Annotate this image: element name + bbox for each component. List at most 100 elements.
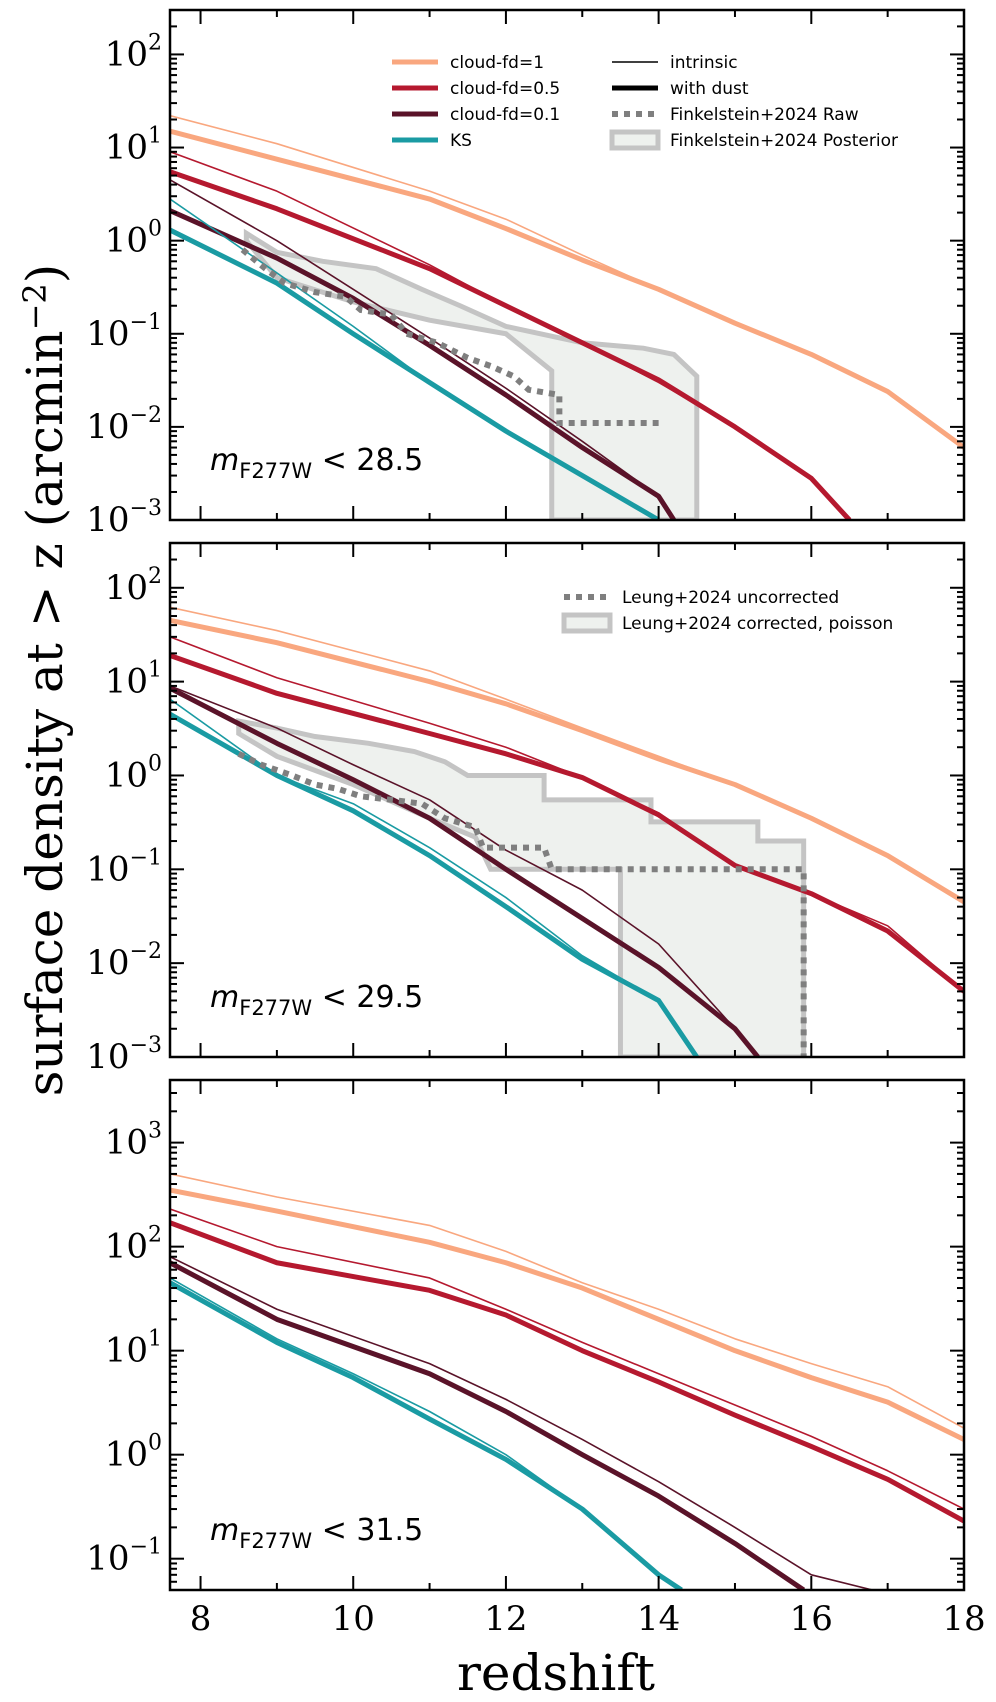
y-tick-label: 102: [105, 564, 162, 608]
legend-item-label: Leung+2024 uncorrected: [622, 588, 839, 608]
y-tick-exponent: 2: [148, 1223, 162, 1248]
legend-item-label: KS: [450, 131, 472, 151]
x-tick-label: 18: [942, 1599, 985, 1639]
y-tick-base: 10: [105, 34, 148, 74]
y-tick-exponent: 0: [148, 217, 162, 242]
legend-item-label: cloud-fd=0.1: [450, 105, 560, 125]
legend-item: Finkelstein+2024 Posterior: [609, 129, 898, 151]
series-line-cloud-fd-01-intrinsic: [170, 1256, 873, 1590]
legend-item: Leung+2024 corrected, poisson: [561, 612, 893, 634]
y-tick-base: 10: [105, 221, 148, 261]
series-line-cloud-fd-01-intrinsic: [170, 685, 759, 1057]
y-tick-base: 10: [86, 1539, 129, 1579]
y-tick-label: 10−2: [86, 403, 162, 447]
obs-dotted-line: [240, 247, 659, 427]
legend-item: cloud-fd=0.1: [392, 105, 560, 125]
y-tick-base: 10: [86, 500, 129, 540]
y-tick-label: 100: [105, 751, 162, 795]
legend-item: intrinsic: [612, 53, 738, 73]
y-tick-label: 102: [105, 1223, 162, 1267]
y-tick-base: 10: [105, 128, 148, 168]
y-axis-label: surface density at > z (arcmin−2): [16, 264, 74, 1097]
magnitude-band: F277W: [239, 459, 312, 483]
y-tick-base: 10: [105, 1227, 148, 1267]
legend-item: Finkelstein+2024 Raw: [612, 105, 859, 125]
y-tick-exponent: 0: [148, 751, 162, 776]
legend: cloud-fd=1 cloud-fd=0.5 cloud-fd=0.1 KS intr…: [392, 53, 898, 151]
magnitude-limit: < 29.5: [312, 980, 423, 1015]
series-line-cloud-fd-05-with-dust: [170, 653, 964, 994]
y-axis-label-main: surface density at > z (arcmin: [16, 330, 74, 1096]
legend-swatch-band: [561, 612, 613, 634]
legend-item: with dust: [612, 79, 749, 99]
magnitude-cut-label: mF277W < 29.5: [210, 980, 423, 1020]
magnitude-limit: < 31.5: [312, 1513, 423, 1548]
magnitude-cut-label: mF277W < 28.5: [210, 443, 423, 483]
plot-frame: [168, 1078, 966, 1592]
legend-item-label: cloud-fd=0.5: [450, 79, 560, 99]
legend-item: KS: [392, 131, 472, 151]
y-tick-label: 10−2: [86, 939, 162, 983]
legend-swatch-band: [609, 129, 661, 151]
y-tick-exponent: −3: [130, 1033, 162, 1058]
plot-frame: [168, 541, 966, 1059]
x-tick-label: 8: [190, 1599, 212, 1639]
y-tick-exponent: 1: [148, 1327, 162, 1352]
y-tick-exponent: 2: [148, 564, 162, 589]
plot-area: [170, 1173, 964, 1590]
x-tick-label: 10: [332, 1599, 375, 1639]
y-tick-label: 103: [105, 1119, 162, 1163]
series-line-cloud-fd-1-with-dust: [170, 1187, 964, 1442]
legend-item-label: Finkelstein+2024 Raw: [670, 105, 859, 125]
series-line-ks-with-dust: [170, 711, 699, 1057]
series-line-cloud-fd-1-with-dust: [170, 128, 964, 450]
y-tick-base: 10: [86, 849, 129, 889]
y-tick-base: 10: [86, 1037, 129, 1077]
y-tick-label: 10−1: [86, 1535, 162, 1579]
legend-item-label: cloud-fd=1: [450, 53, 544, 73]
legend-item: cloud-fd=1: [392, 53, 544, 73]
y-tick-exponent: −1: [130, 1535, 162, 1560]
series-line-cloud-fd-05-intrinsic: [170, 1208, 964, 1510]
plot-area: [170, 606, 964, 1057]
y-tick-exponent: −1: [130, 310, 162, 335]
x-tick-label: 14: [637, 1599, 680, 1639]
magnitude-symbol: m: [210, 1513, 239, 1548]
series-line-cloud-fd-1-intrinsic: [170, 1173, 964, 1429]
y-tick-base: 10: [86, 943, 129, 983]
y-tick-label: 100: [105, 1431, 162, 1475]
series-line-cloud-fd-01-with-dust: [170, 1260, 806, 1590]
y-tick-exponent: 2: [148, 30, 162, 55]
y-tick-exponent: −1: [130, 845, 162, 870]
y-tick-base: 10: [86, 314, 129, 354]
y-axis-label-exp: −2: [16, 283, 54, 330]
magnitude-band: F277W: [239, 996, 312, 1020]
magnitude-symbol: m: [210, 980, 239, 1015]
plot-area: [170, 114, 964, 520]
legend-item-label: Leung+2024 corrected, poisson: [622, 614, 893, 634]
y-tick-base: 10: [105, 568, 148, 608]
y-tick-exponent: 1: [148, 658, 162, 683]
legend-item-label: Finkelstein+2024 Posterior: [670, 131, 898, 151]
series-line-cloud-fd-1-with-dust: [170, 617, 964, 904]
legend-panel2: Leung+2024 uncorrected Leung+2024 correct…: [561, 588, 893, 634]
legend-item-label: with dust: [670, 79, 749, 99]
y-tick-label: 10−3: [86, 496, 162, 540]
legend-item-label: intrinsic: [670, 53, 738, 73]
y-tick-label: 10−1: [86, 310, 162, 354]
magnitude-limit: < 28.5: [312, 443, 423, 478]
y-tick-base: 10: [105, 662, 148, 702]
series-line-ks-with-dust: [170, 227, 660, 520]
plot-frame: [168, 8, 966, 522]
y-tick-exponent: −2: [130, 939, 162, 964]
y-tick-label: 10−3: [86, 1033, 162, 1077]
y-tick-base: 10: [105, 1435, 148, 1475]
series-line-cloud-fd-01-with-dust: [170, 686, 760, 1057]
y-tick-label: 10−1: [86, 845, 162, 889]
y-tick-exponent: 0: [148, 1431, 162, 1456]
series-line-ks-with-dust: [170, 1280, 683, 1590]
y-tick-base: 10: [105, 1331, 148, 1371]
